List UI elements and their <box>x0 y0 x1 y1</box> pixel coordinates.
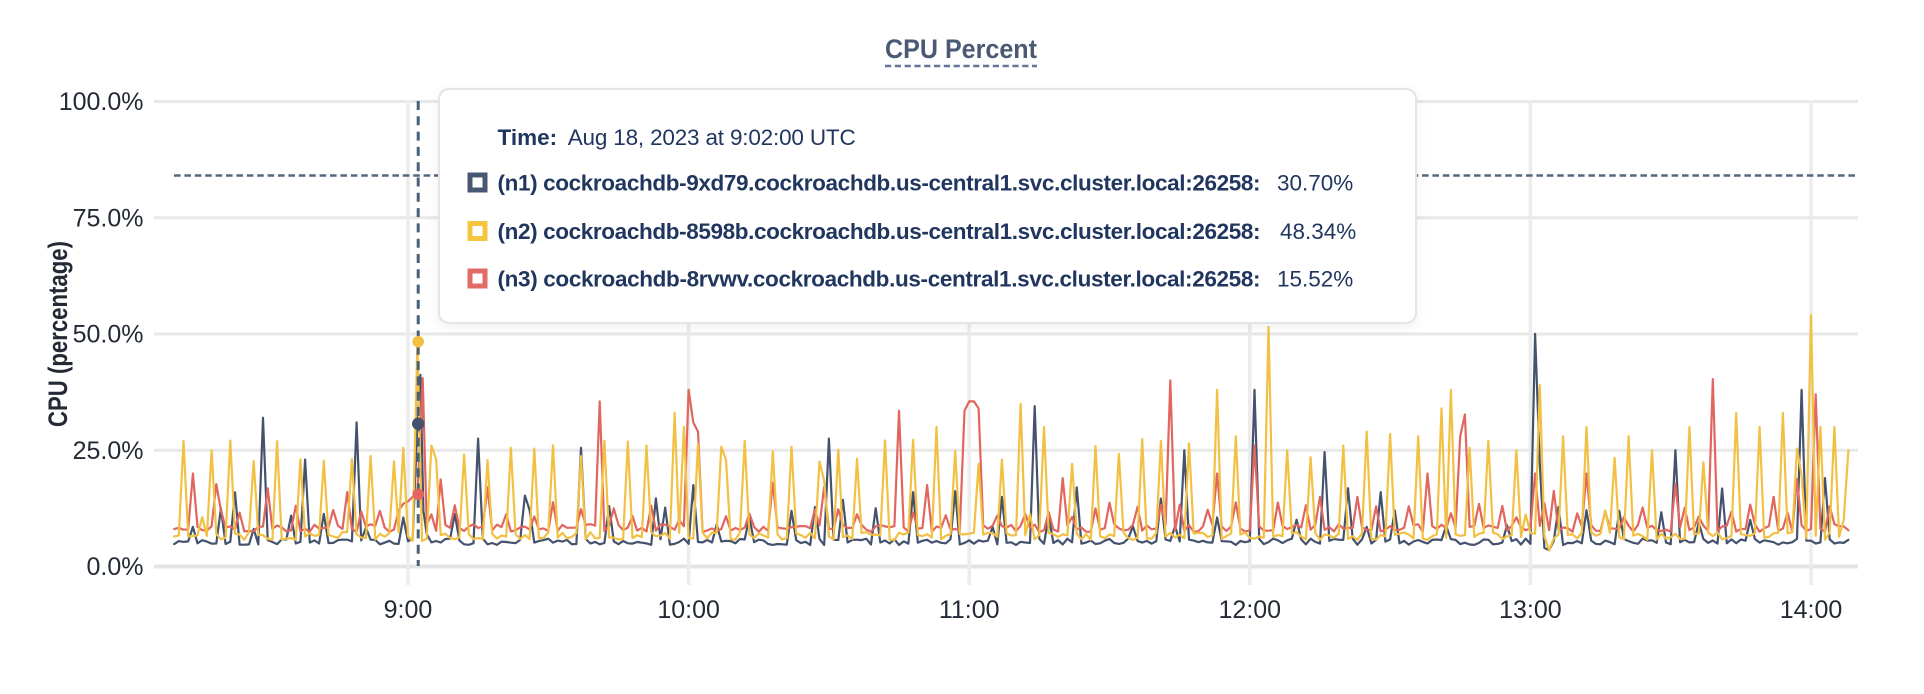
svg-text:10:00: 10:00 <box>657 596 720 624</box>
svg-text:15.52%: 15.52% <box>1277 267 1353 292</box>
svg-text:11:00: 11:00 <box>939 596 1000 624</box>
svg-text:30.70%: 30.70% <box>1277 171 1353 196</box>
svg-text:Aug 18, 2023 at 9:02:00 UTC: Aug 18, 2023 at 9:02:00 UTC <box>568 125 856 150</box>
svg-text:CPU Percent: CPU Percent <box>885 34 1037 64</box>
svg-text:48.34%: 48.34% <box>1280 219 1356 244</box>
svg-text:12:00: 12:00 <box>1219 596 1282 624</box>
svg-text:(n1) cockroachdb-9xd79.cockroa: (n1) cockroachdb-9xd79.cockroachdb.us-ce… <box>498 171 1261 196</box>
svg-text:14:00: 14:00 <box>1780 596 1843 624</box>
svg-text:9:00: 9:00 <box>384 596 433 624</box>
svg-text:Time:: Time: <box>498 125 558 150</box>
svg-text:75.0%: 75.0% <box>73 204 144 232</box>
svg-text:0.0%: 0.0% <box>87 553 144 581</box>
svg-text:(n2) cockroachdb-8598b.cockroa: (n2) cockroachdb-8598b.cockroachdb.us-ce… <box>498 219 1261 244</box>
svg-text:100.0%: 100.0% <box>59 88 144 116</box>
svg-text:25.0%: 25.0% <box>73 437 144 465</box>
svg-text:(n3) cockroachdb-8rvwv.cockroa: (n3) cockroachdb-8rvwv.cockroachdb.us-ce… <box>498 267 1261 292</box>
svg-text:50.0%: 50.0% <box>73 321 144 349</box>
svg-text:CPU (percentage): CPU (percentage) <box>43 241 73 427</box>
svg-text:13:00: 13:00 <box>1499 596 1562 624</box>
